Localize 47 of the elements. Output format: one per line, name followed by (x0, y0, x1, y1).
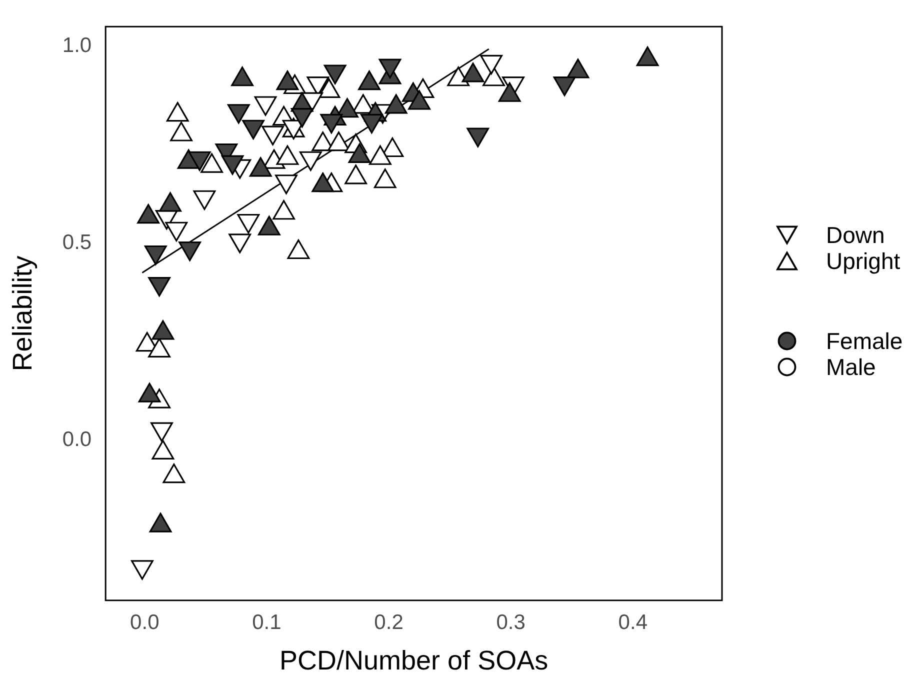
point (498, 82, 521, 102)
point (312, 172, 334, 192)
point (482, 66, 505, 86)
point (276, 145, 299, 165)
point (137, 204, 160, 224)
point (249, 157, 272, 177)
point (408, 90, 430, 110)
point (152, 320, 174, 340)
point (287, 239, 310, 260)
point (348, 143, 371, 163)
x-tick-label: 0.0 (130, 610, 160, 634)
point (566, 58, 590, 78)
text: Female (826, 328, 903, 354)
text: Upright (826, 248, 900, 274)
point (328, 132, 350, 152)
x-tick-label: 0.4 (618, 610, 648, 634)
point (231, 66, 254, 86)
y-axis-title: Reliability (8, 255, 38, 372)
x-axis-title: PCD/Number of SOAs (280, 645, 548, 676)
x-tick-label: 0.2 (374, 610, 404, 634)
point (152, 440, 174, 460)
y-tick-label: 0.5 (62, 231, 92, 254)
point (148, 338, 170, 358)
y-tick-label: 0.0 (62, 428, 92, 451)
x-tick-label: 0.3 (496, 610, 526, 634)
x-tick-label: 0.1 (252, 610, 282, 634)
point (276, 70, 299, 90)
point (258, 216, 280, 236)
y-tick-label: 1.0 (62, 34, 92, 58)
point (200, 153, 223, 173)
point (138, 382, 161, 402)
point (344, 164, 368, 184)
point (159, 192, 182, 212)
text: Male (826, 354, 876, 380)
point (384, 94, 408, 114)
point (149, 512, 172, 532)
point (374, 168, 396, 188)
point (636, 46, 659, 66)
point (272, 200, 295, 220)
point (166, 102, 189, 122)
point (369, 145, 392, 165)
point (447, 66, 470, 86)
point (162, 464, 186, 484)
point (358, 70, 380, 90)
point (462, 62, 484, 82)
text: Down (826, 222, 885, 248)
point (170, 122, 192, 142)
